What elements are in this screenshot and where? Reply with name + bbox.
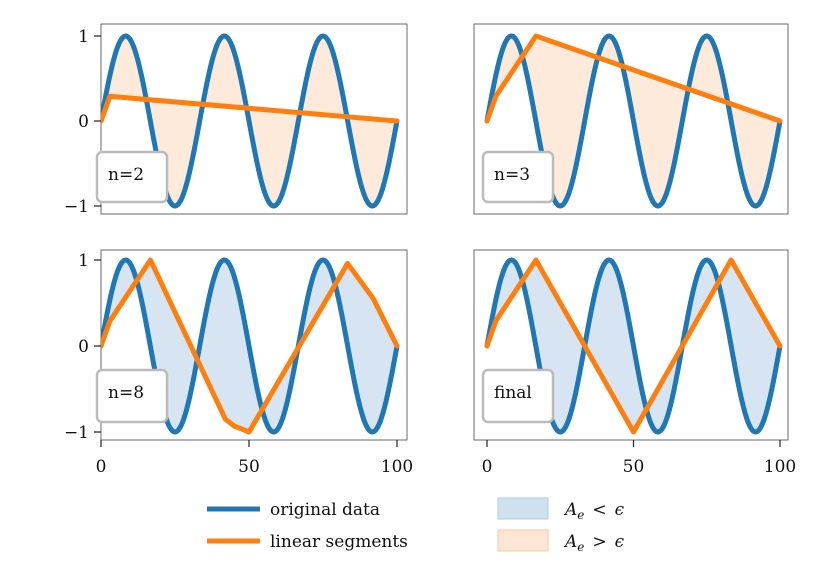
series-original-data (101, 257, 400, 435)
legend-math-subscript: e (577, 508, 584, 522)
panel-marks (101, 257, 400, 435)
legend-label-segments: linear segments (270, 532, 408, 552)
panel-label: n=3 (494, 165, 530, 185)
x-tick-label: 50 (238, 457, 260, 477)
x-tick-label: 100 (381, 457, 413, 477)
panel-final: final (473, 249, 789, 441)
panel-marks (101, 33, 400, 209)
legend-math-relation: > (592, 532, 606, 552)
series-linear-segments (101, 93, 400, 124)
legend-math-subscript: e (577, 540, 584, 554)
y-tick-label: 1 (78, 251, 89, 271)
y-tick-label: 0 (78, 112, 89, 132)
series-linear-segments (484, 257, 783, 435)
panel-label-box: n=3 (481, 150, 555, 204)
legend-math-epsilon: ϵ (615, 532, 625, 552)
legend-patch-above (497, 529, 549, 552)
legend-math-epsilon: ϵ (615, 500, 625, 520)
plot-frame (473, 23, 789, 215)
series-original-data (484, 33, 783, 209)
panel-label-box: n=2 (95, 150, 169, 204)
panel-marks (484, 33, 783, 209)
series-original-data (101, 33, 400, 209)
legend-math-symbol: A (563, 500, 577, 520)
panel-label-box: n=8 (95, 368, 169, 424)
y-tick-label: 0 (78, 337, 89, 357)
panel-n2: n=2 (95, 23, 408, 215)
legend-math-relation: < (592, 500, 606, 520)
panel-n8: n=8 (95, 249, 408, 441)
axes: −1 0 1 −1 0 1 0 50 100 0 50 100 (64, 27, 796, 477)
y-tick-label: −1 (64, 423, 89, 443)
panel-label: final (494, 383, 532, 403)
panel-marks (484, 257, 783, 435)
panel-label-box: final (481, 368, 555, 424)
x-tick-label: 0 (96, 457, 107, 477)
legend-patch-below (497, 497, 549, 520)
series-linear-segments (101, 257, 400, 435)
panel-label: n=2 (108, 165, 144, 185)
y-tick-label: 1 (78, 27, 89, 47)
series-linear-segments (484, 33, 783, 124)
series-original-data (484, 257, 783, 435)
legend-label-area-above: Ae > ϵ (563, 532, 625, 554)
panel-label: n=8 (108, 383, 144, 403)
x-tick-label: 50 (623, 457, 645, 477)
legend: original data linear segments Ae < ϵ Ae > ϵ (207, 497, 625, 554)
x-tick-label: 100 (764, 457, 796, 477)
legend-label-area-below: Ae < ϵ (563, 500, 625, 522)
panel-n3: n=3 (473, 23, 789, 215)
y-tick-label: −1 (64, 197, 89, 217)
x-tick-label: 0 (482, 457, 493, 477)
legend-label-original: original data (270, 500, 380, 520)
legend-math-symbol: A (563, 532, 577, 552)
plot-frame (473, 249, 789, 441)
